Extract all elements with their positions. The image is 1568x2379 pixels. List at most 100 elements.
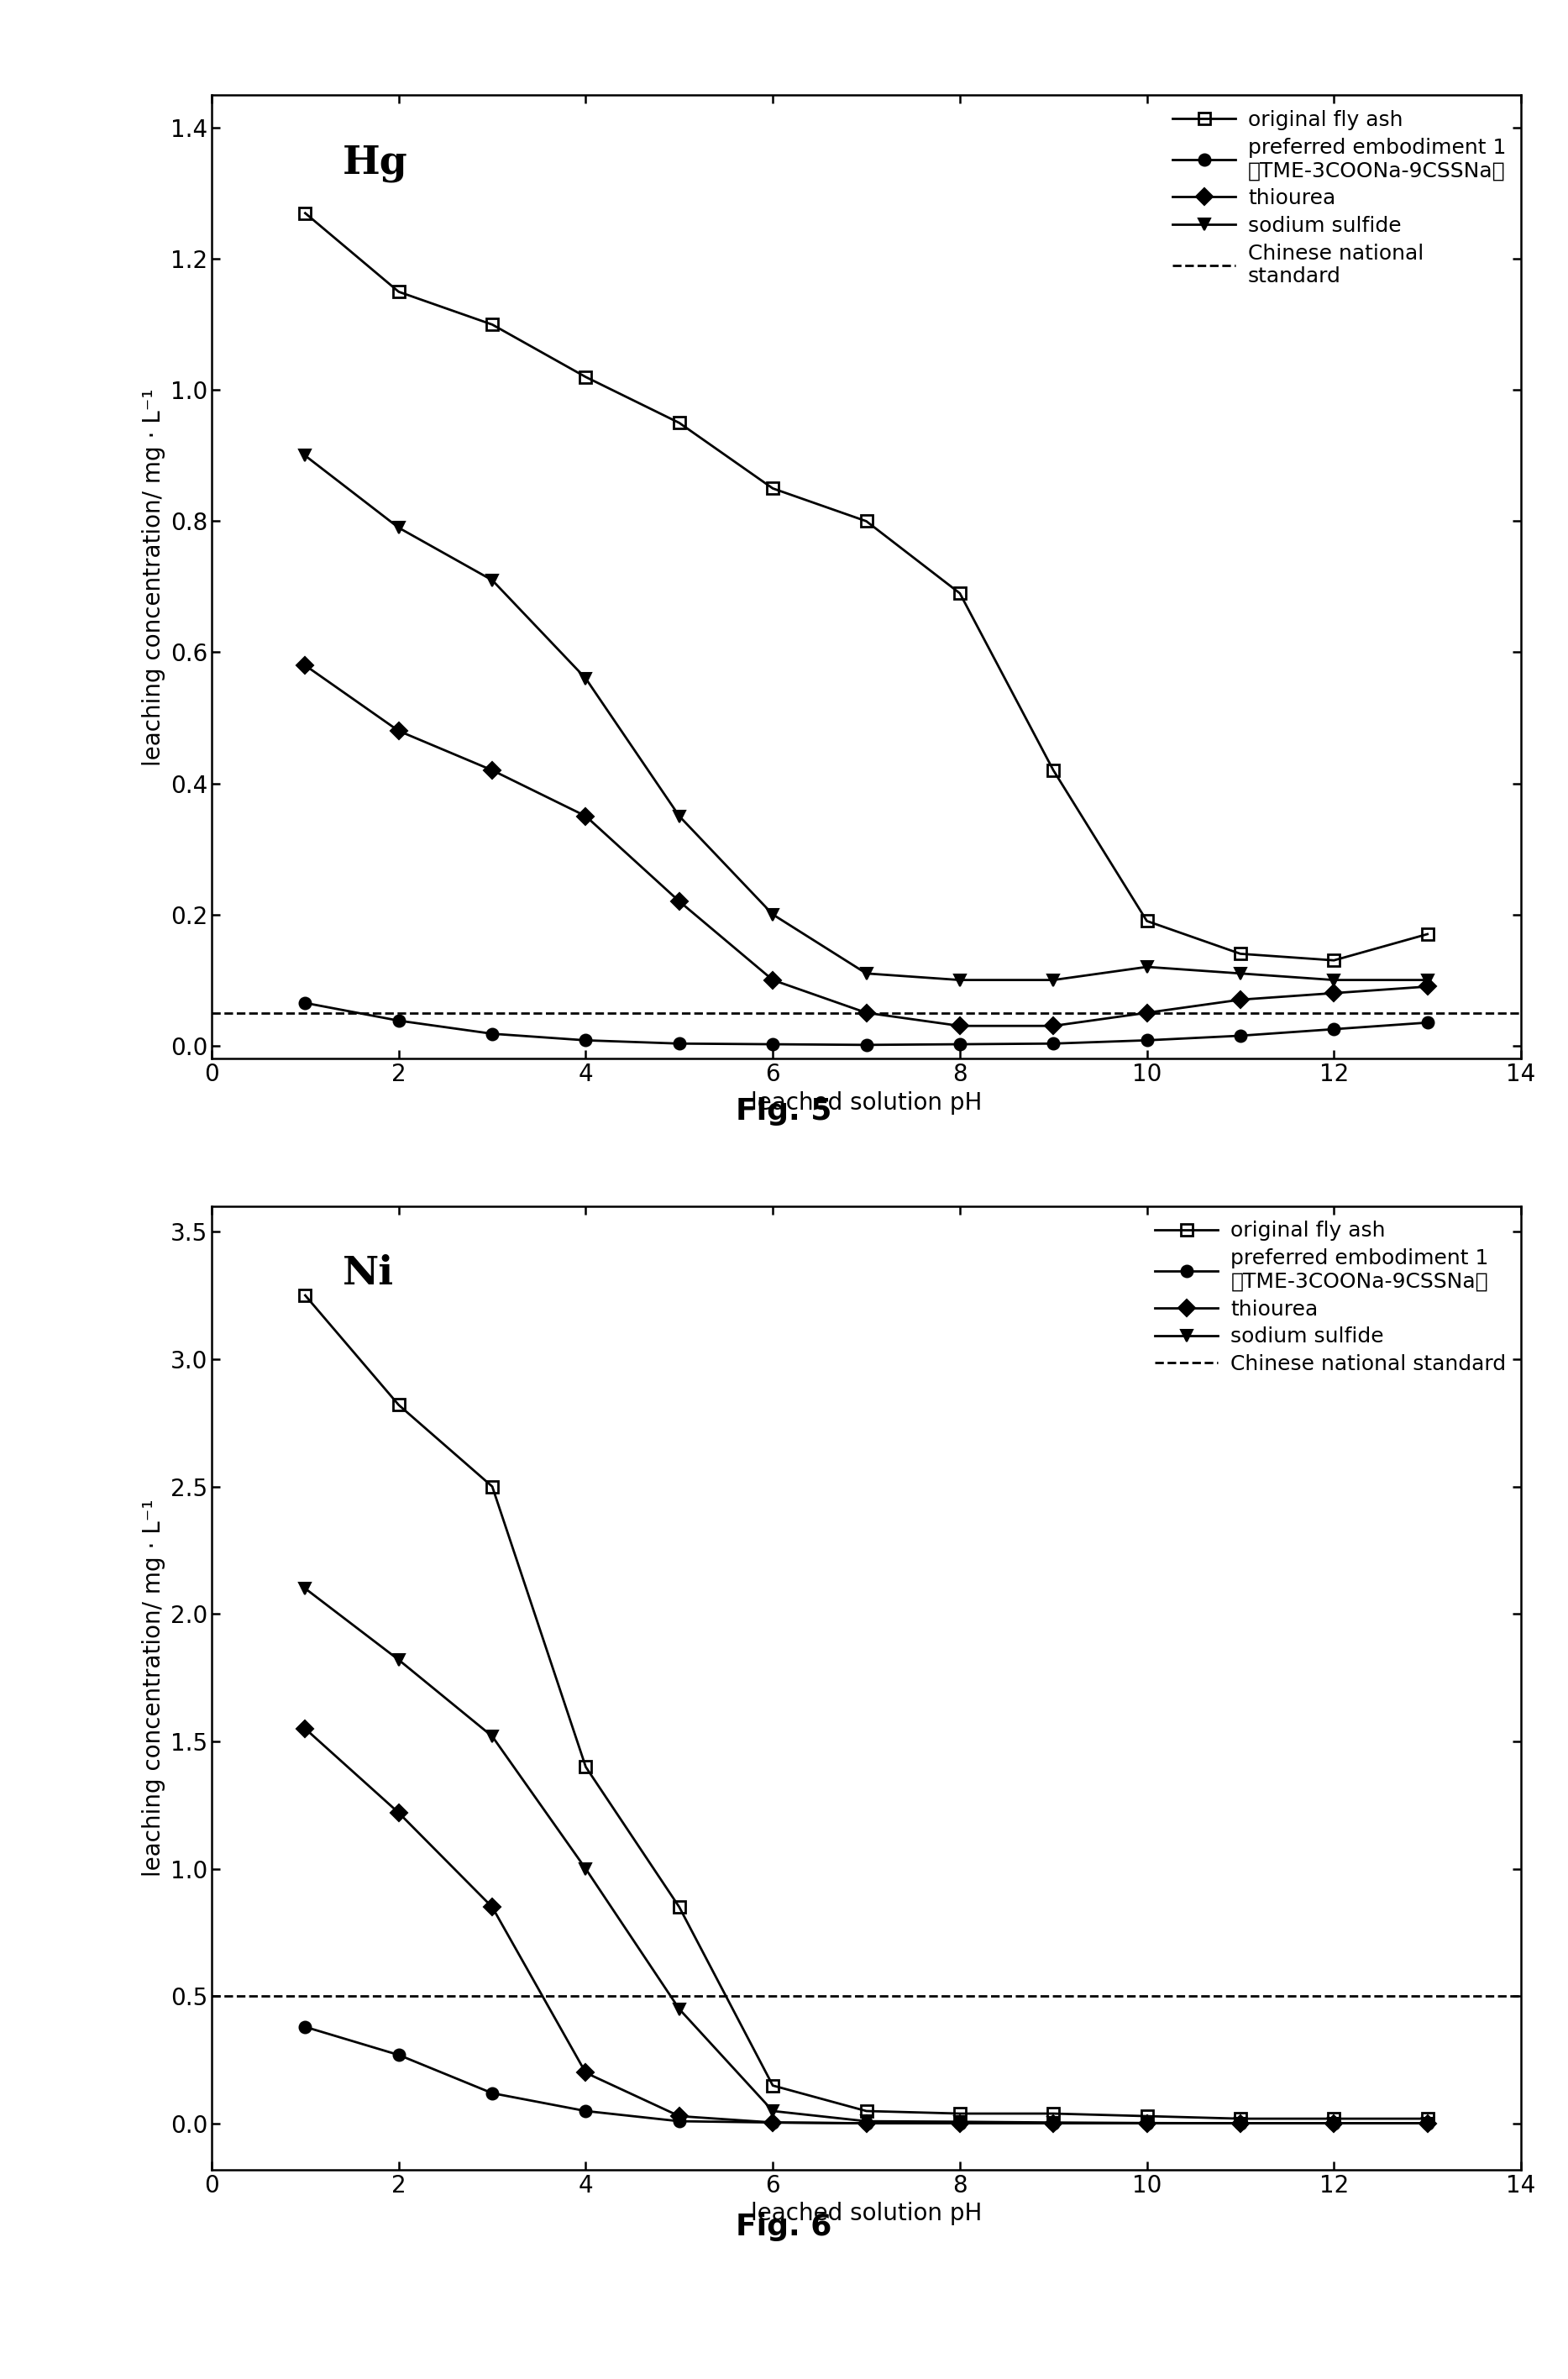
thiourea (1231, 2108, 1250, 2136)
preferred embodiment 1
（TME-3COONa-9CSSNa） (1044, 1030, 1063, 1059)
sodium sulfide (1044, 966, 1063, 994)
sodium sulfide (296, 442, 315, 471)
thiourea (1044, 1011, 1063, 1040)
original fly ash (1325, 2105, 1344, 2134)
Line: sodium sulfide: sodium sulfide (299, 1582, 1433, 2129)
Text: Fig. 6: Fig. 6 (735, 2212, 833, 2241)
sodium sulfide (1325, 2108, 1344, 2136)
original fly ash (764, 473, 782, 502)
sodium sulfide (577, 1856, 596, 1884)
thiourea (1417, 2108, 1436, 2136)
original fly ash (296, 1280, 315, 1308)
thiourea (950, 2108, 969, 2136)
Line: original fly ash: original fly ash (299, 1289, 1433, 2124)
original fly ash (577, 362, 596, 390)
original fly ash (1137, 906, 1156, 935)
thiourea (389, 1799, 408, 1827)
thiourea (296, 1715, 315, 1744)
thiourea (1325, 978, 1344, 1006)
thiourea (577, 2058, 596, 2086)
sodium sulfide (1137, 2108, 1156, 2136)
Line: original fly ash: original fly ash (299, 207, 1433, 966)
thiourea (950, 1011, 969, 1040)
preferred embodiment 1
（TME-3COONa-9CSSNa） (856, 2108, 875, 2136)
original fly ash (856, 2096, 875, 2124)
original fly ash (856, 507, 875, 535)
original fly ash (389, 278, 408, 307)
sodium sulfide (764, 899, 782, 928)
preferred embodiment 1
（TME-3COONa-9CSSNa） (764, 1030, 782, 1059)
preferred embodiment 1
（TME-3COONa-9CSSNa） (1044, 2108, 1063, 2136)
sodium sulfide (389, 514, 408, 542)
sodium sulfide (856, 2108, 875, 2136)
preferred embodiment 1
（TME-3COONa-9CSSNa） (577, 2096, 596, 2124)
preferred embodiment 1
（TME-3COONa-9CSSNa） (764, 2108, 782, 2136)
thiourea (389, 716, 408, 745)
preferred embodiment 1
（TME-3COONa-9CSSNa） (296, 990, 315, 1018)
sodium sulfide (1325, 966, 1344, 994)
preferred embodiment 1
（TME-3COONa-9CSSNa） (950, 1030, 969, 1059)
Text: Fig. 5: Fig. 5 (735, 1097, 833, 1125)
sodium sulfide (296, 1575, 315, 1603)
sodium sulfide (1044, 2108, 1063, 2136)
Text: Hg: Hg (343, 143, 408, 181)
thiourea (670, 887, 688, 916)
sodium sulfide (1137, 952, 1156, 980)
Legend: original fly ash, preferred embodiment 1
（TME-3COONa-9CSSNa）, thiourea, sodium s: original fly ash, preferred embodiment 1… (1151, 1216, 1510, 1377)
thiourea (1137, 999, 1156, 1028)
thiourea (483, 757, 502, 785)
thiourea (1417, 973, 1436, 1002)
original fly ash (483, 1473, 502, 1501)
thiourea (1231, 985, 1250, 1013)
thiourea (764, 2108, 782, 2136)
X-axis label: leached solution pH: leached solution pH (751, 1092, 982, 1113)
preferred embodiment 1
（TME-3COONa-9CSSNa） (856, 1030, 875, 1059)
preferred embodiment 1
（TME-3COONa-9CSSNa） (389, 2041, 408, 2070)
original fly ash (1137, 2103, 1156, 2132)
preferred embodiment 1
（TME-3COONa-9CSSNa） (670, 2108, 688, 2136)
Y-axis label: leaching concentration/ mg · L⁻¹: leaching concentration/ mg · L⁻¹ (143, 388, 166, 766)
thiourea (1325, 2108, 1344, 2136)
original fly ash (1231, 940, 1250, 968)
sodium sulfide (1231, 959, 1250, 987)
preferred embodiment 1
（TME-3COONa-9CSSNa） (1417, 2108, 1436, 2136)
original fly ash (1231, 2105, 1250, 2134)
preferred embodiment 1
（TME-3COONa-9CSSNa） (950, 2108, 969, 2136)
preferred embodiment 1
（TME-3COONa-9CSSNa） (389, 1006, 408, 1035)
original fly ash (577, 1753, 596, 1782)
thiourea (1137, 2108, 1156, 2136)
preferred embodiment 1
（TME-3COONa-9CSSNa） (483, 1021, 502, 1049)
original fly ash (389, 1392, 408, 1420)
original fly ash (1325, 947, 1344, 975)
preferred embodiment 1
（TME-3COONa-9CSSNa） (1325, 1016, 1344, 1044)
original fly ash (950, 2098, 969, 2127)
preferred embodiment 1
（TME-3COONa-9CSSNa） (483, 2079, 502, 2108)
preferred embodiment 1
（TME-3COONa-9CSSNa） (296, 2013, 315, 2041)
sodium sulfide (950, 966, 969, 994)
original fly ash (764, 2072, 782, 2101)
preferred embodiment 1
（TME-3COONa-9CSSNa） (1137, 1025, 1156, 1054)
Line: thiourea: thiourea (299, 1722, 1433, 2129)
thiourea (577, 802, 596, 830)
thiourea (1044, 2108, 1063, 2136)
sodium sulfide (1417, 966, 1436, 994)
original fly ash (670, 409, 688, 438)
sodium sulfide (1417, 2108, 1436, 2136)
original fly ash (950, 578, 969, 607)
preferred embodiment 1
（TME-3COONa-9CSSNa） (1325, 2108, 1344, 2136)
sodium sulfide (670, 802, 688, 830)
preferred embodiment 1
（TME-3COONa-9CSSNa） (670, 1030, 688, 1059)
thiourea (856, 2108, 875, 2136)
preferred embodiment 1
（TME-3COONa-9CSSNa） (1231, 1021, 1250, 1049)
Line: preferred embodiment 1
（TME-3COONa-9CSSNa）: preferred embodiment 1 （TME-3COONa-9CSSN… (299, 2022, 1433, 2129)
thiourea (764, 966, 782, 994)
Legend: original fly ash, preferred embodiment 1
（TME-3COONa-9CSSNa）, thiourea, sodium s: original fly ash, preferred embodiment 1… (1168, 105, 1510, 290)
Line: preferred embodiment 1
（TME-3COONa-9CSSNa）: preferred embodiment 1 （TME-3COONa-9CSSN… (299, 997, 1433, 1052)
sodium sulfide (764, 2096, 782, 2124)
original fly ash (1044, 2098, 1063, 2127)
Text: Ni: Ni (343, 1254, 394, 1292)
preferred embodiment 1
（TME-3COONa-9CSSNa） (1231, 2108, 1250, 2136)
sodium sulfide (389, 1646, 408, 1675)
sodium sulfide (856, 959, 875, 987)
sodium sulfide (483, 566, 502, 595)
